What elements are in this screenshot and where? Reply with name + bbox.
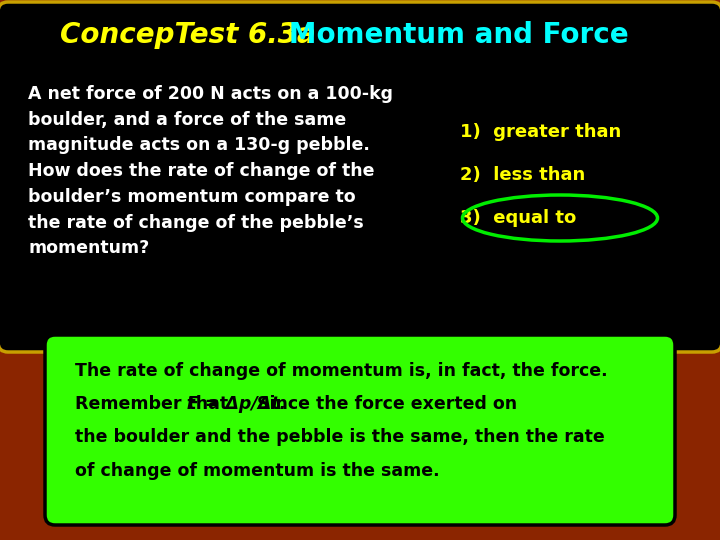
Text: A net force of 200 N acts on a 100-kg
boulder, and a force of the same
magnitude: A net force of 200 N acts on a 100-kg bo… xyxy=(28,85,393,257)
Text: Remember that: Remember that xyxy=(75,395,234,413)
Text: 1)  greater than: 1) greater than xyxy=(460,123,621,141)
FancyBboxPatch shape xyxy=(45,335,675,525)
Text: 2)  less than: 2) less than xyxy=(460,166,585,184)
Text: Since the force exerted on: Since the force exerted on xyxy=(245,395,517,413)
FancyBboxPatch shape xyxy=(0,2,720,352)
Text: of change of momentum is the same.: of change of momentum is the same. xyxy=(75,462,440,480)
Text: The rate of change of momentum is, in fact, the force.: The rate of change of momentum is, in fa… xyxy=(75,362,608,380)
Text: ConcepTest 6.3a: ConcepTest 6.3a xyxy=(60,21,316,49)
Text: Momentum and Force: Momentum and Force xyxy=(260,21,629,49)
Text: F = Δp/Δt.: F = Δp/Δt. xyxy=(187,395,286,413)
Text: 3)  equal to: 3) equal to xyxy=(460,209,576,227)
Text: the boulder and the pebble is the same, then the rate: the boulder and the pebble is the same, … xyxy=(75,428,605,446)
